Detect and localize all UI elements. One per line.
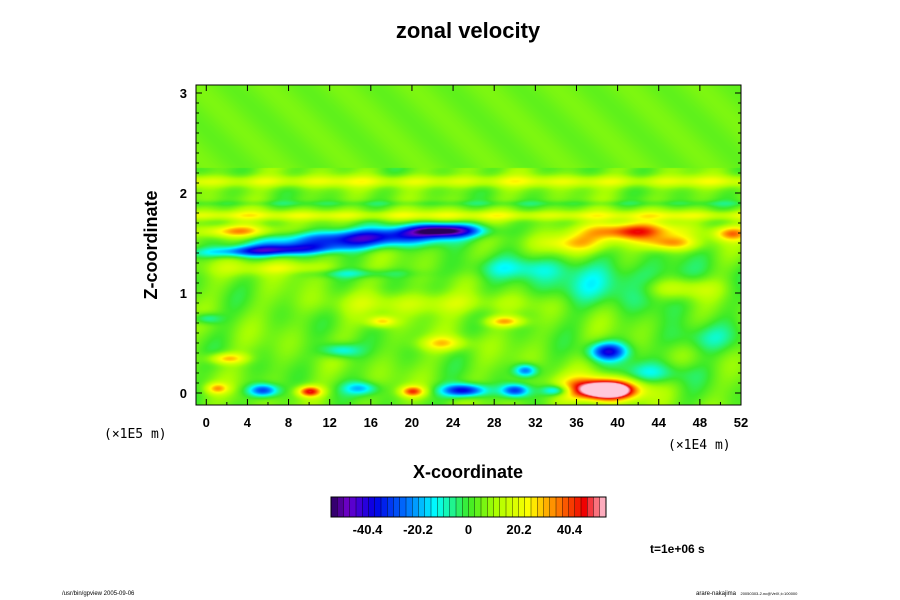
colorbar-segment	[399, 497, 407, 517]
colorbar-tick-label: -20.2	[403, 522, 433, 537]
colorbar-segment	[356, 497, 363, 517]
colorbar-segment	[474, 497, 482, 517]
x-tick-label: 0	[203, 415, 210, 430]
colorbar-tick-label: 40.4	[557, 522, 583, 537]
x-tick-label: 52	[734, 415, 748, 430]
x-tick-label: 16	[364, 415, 378, 430]
colorbar-segment	[437, 497, 444, 517]
x-axis: 0 4 8 12 16 20 24 28 32 36 40 44 48 52	[203, 85, 748, 430]
colorbar-segment	[556, 497, 563, 517]
x-tick-label: 36	[569, 415, 583, 430]
colorbar-segment	[374, 497, 382, 517]
y-axis: 0 1 2 3	[180, 86, 741, 401]
x-tick-label: 40	[610, 415, 624, 430]
chart-title: zonal velocity	[396, 18, 541, 43]
x-tick-label: 8	[285, 415, 292, 430]
colorbar-segment	[593, 497, 601, 517]
colorbar-segment	[562, 497, 569, 517]
colorbar-segment	[493, 497, 501, 517]
colorbar-segment	[449, 497, 457, 517]
x-tick-label: 48	[693, 415, 707, 430]
colorbar: -40.4 -20.2 0 20.2 40.4	[330, 496, 607, 537]
colorbar-frame	[330, 496, 607, 518]
colorbar-segment	[549, 497, 557, 517]
heatmap-field	[196, 85, 741, 405]
colorbar-tick-label: -40.4	[353, 522, 383, 537]
colorbar-segment	[406, 497, 413, 517]
x-tick-label: 44	[652, 415, 667, 430]
x-scale-label: (×1E4 m)	[668, 438, 731, 453]
colorbar-segment	[599, 497, 607, 517]
colorbar-segment	[524, 497, 532, 517]
colorbar-segment	[587, 497, 594, 517]
colorbar-tick-label: 0	[465, 522, 472, 537]
time-label: t=1e+06 s	[650, 542, 705, 556]
colorbar-segment	[468, 497, 476, 517]
colorbar-segment	[431, 497, 438, 517]
footer-right-small: 20050303-2.nc@VelX,t=100000	[740, 591, 798, 596]
x-axis-label: X-coordinate	[413, 462, 523, 482]
colorbar-segment	[424, 497, 432, 517]
colorbar-segment	[462, 497, 469, 517]
colorbar-segment	[581, 497, 588, 517]
plot-frame	[195, 84, 742, 406]
footer-right: arare-nakajima 20050303-2.nc@VelX,t=1000…	[696, 582, 798, 599]
x-tick-label: 12	[322, 415, 336, 430]
x-tick-label: 32	[528, 415, 542, 430]
colorbar-segment	[456, 497, 463, 517]
colorbar-segment	[418, 497, 426, 517]
x-tick-label: 24	[446, 415, 461, 430]
colorbar-segment	[393, 497, 401, 517]
colorbar-segment	[531, 497, 538, 517]
colorbar-segment	[381, 497, 388, 517]
x-tick-label: 4	[244, 415, 252, 430]
colorbar-segment	[368, 497, 376, 517]
x-tick-label: 20	[405, 415, 419, 430]
colorbar-segment	[537, 497, 544, 517]
colorbar-segment	[481, 497, 488, 517]
colorbar-segment	[543, 497, 551, 517]
colorbar-segment	[568, 497, 576, 517]
y-tick-label: 0	[180, 386, 187, 401]
colorbar-segment	[518, 497, 526, 517]
footer-left: /usr/bin/gpview 2005-09-06	[62, 591, 135, 597]
heatmap	[196, 85, 741, 405]
y-tick-label: 3	[180, 86, 187, 101]
colorbar-segment	[499, 497, 507, 517]
colorbar-segment	[487, 497, 494, 517]
y-axis-label: Z-coordinate	[141, 190, 161, 299]
colorbar-tick-label: 20.2	[506, 522, 531, 537]
y-tick-label: 1	[180, 286, 187, 301]
colorbar-segment	[512, 497, 519, 517]
colorbar-segment	[362, 497, 369, 517]
y-tick-label: 2	[180, 186, 187, 201]
colorbar-segment	[443, 497, 451, 517]
footer-right-main: arare-nakajima	[696, 591, 737, 597]
x-tick-label: 28	[487, 415, 501, 430]
y-scale-label: (×1E5 m)	[104, 427, 167, 442]
colorbar-segment	[331, 497, 338, 517]
colorbar-segment	[412, 497, 419, 517]
colorbar-segment	[337, 497, 344, 517]
colorbar-segment	[574, 497, 582, 517]
colorbar-segment	[343, 497, 351, 517]
colorbar-segment	[387, 497, 394, 517]
colorbar-segment	[506, 497, 513, 517]
colorbar-segment	[349, 497, 357, 517]
